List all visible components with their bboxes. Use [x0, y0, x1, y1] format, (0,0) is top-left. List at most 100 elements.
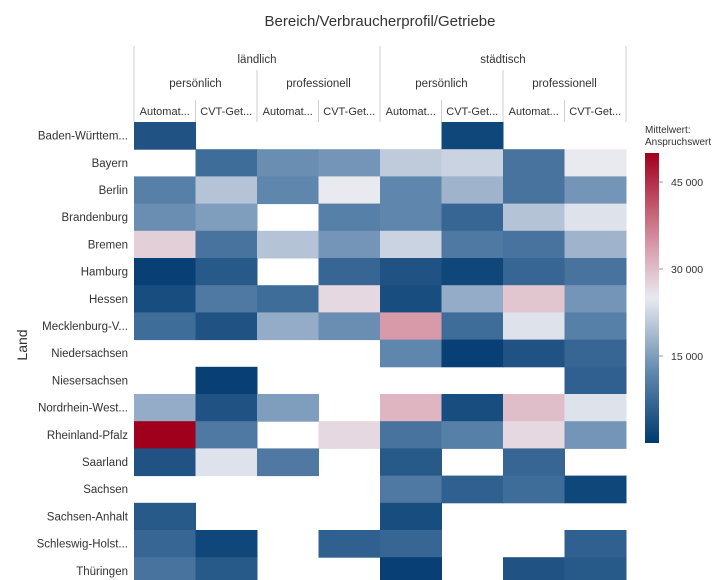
- legend-ticks: 15 000 30 000 45 000: [659, 177, 703, 363]
- heatmap-cell: [503, 448, 565, 477]
- heatmap-cell: [134, 530, 196, 558]
- row-label: Brandenburg: [62, 212, 129, 224]
- heatmap-cell: [441, 475, 504, 504]
- row-label: Saarland: [82, 457, 128, 469]
- heatmap-cell: [503, 230, 565, 259]
- heatmap-cell: [134, 203, 196, 232]
- heatmap-cell: [441, 258, 504, 286]
- heatmap-cell: [564, 530, 627, 558]
- profil-header: persönlich: [415, 78, 467, 90]
- heatmap-cell: [564, 339, 627, 368]
- heatmap-cell: [380, 258, 442, 286]
- heatmap-cell: [257, 176, 319, 205]
- heatmap-cell: [564, 176, 627, 205]
- heatmap-cell: [564, 475, 627, 504]
- heatmap-cell: [380, 312, 442, 341]
- heatmap-cell: [564, 230, 627, 259]
- row-label: Mecklenburg-V...: [42, 321, 128, 333]
- bereich-header: städtisch: [480, 54, 525, 66]
- row-label: Niedersachsen: [51, 348, 128, 360]
- heatmap-cell: [380, 394, 442, 422]
- row-label: Schleswig-Holst...: [37, 539, 128, 551]
- heatmap-cell: [564, 149, 627, 177]
- row-label: Thüringen: [76, 566, 128, 578]
- profil-header: persönlich: [169, 78, 221, 90]
- heatmap-cell: [503, 149, 565, 177]
- y-axis-label: Land: [14, 329, 30, 360]
- chart-title: Bereich/Verbraucherprofil/Getriebe: [265, 13, 496, 30]
- heatmap-cell: [441, 230, 504, 259]
- heatmap-cell: [564, 394, 627, 422]
- heatmap-cell: [503, 339, 565, 368]
- legend-title-line1: Mittelwert:: [645, 125, 691, 136]
- heatmap-cell: [318, 203, 381, 232]
- heatmap-cell: [318, 230, 381, 259]
- heatmap-cell: [134, 557, 196, 580]
- getriebe-header: CVT-Get...: [446, 106, 498, 118]
- getriebe-header: Automat...: [386, 106, 436, 118]
- heatmap-cell: [380, 339, 442, 368]
- heatmap-cell: [503, 421, 565, 449]
- row-label: Nordrhein-West...: [38, 403, 128, 415]
- heatmap-cell: [134, 312, 196, 341]
- legend-title-line2: Anspruchswert: [645, 137, 711, 148]
- heatmap-cell: [195, 394, 258, 422]
- heatmap-cells: [134, 122, 627, 580]
- heatmap-cell: [441, 394, 504, 422]
- heatmap-cell: [134, 394, 196, 422]
- heatmap-cell: [380, 530, 442, 558]
- heatmap-cell: [564, 258, 627, 286]
- heatmap-cell: [134, 122, 196, 150]
- heatmap-cell: [380, 557, 442, 580]
- heatmap-cell: [503, 475, 565, 504]
- row-label: Sachsen: [83, 484, 128, 496]
- row-label: Rheinland-Pfalz: [47, 430, 128, 442]
- heatmap-cell: [380, 149, 442, 177]
- heatmap-cell: [318, 258, 381, 286]
- heatmap-cell: [441, 176, 504, 205]
- heatmap-cell: [134, 176, 196, 205]
- heatmap-cell: [195, 366, 258, 395]
- heatmap-cell: [318, 176, 381, 205]
- heatmap-cell: [318, 421, 381, 449]
- legend-tick-label: 15 000: [671, 351, 703, 363]
- heatmap-cell: [441, 312, 504, 341]
- row-label: Hessen: [89, 294, 128, 306]
- heatmap-cell: [564, 421, 627, 449]
- heatmap-cell: [503, 312, 565, 341]
- heatmap-cell: [441, 285, 504, 313]
- heatmap-cell: [257, 394, 319, 422]
- heatmap-cell: [380, 230, 442, 259]
- row-label: Baden-Württem...: [38, 131, 128, 143]
- heatmap-cell: [564, 285, 627, 313]
- heatmap-cell: [195, 258, 258, 286]
- heatmap-cell: [195, 285, 258, 313]
- getriebe-header: CVT-Get...: [200, 106, 252, 118]
- profil-header: professionell: [286, 78, 351, 90]
- row-label: Hamburg: [81, 267, 128, 279]
- heatmap-cell: [318, 312, 381, 341]
- heatmap-cell: [134, 258, 196, 286]
- row-label: Berlin: [99, 185, 128, 197]
- profil-header: professionell: [532, 78, 597, 90]
- heatmap-cell: [134, 502, 196, 531]
- heatmap-cell: [503, 394, 565, 422]
- heatmap-cell: [380, 176, 442, 205]
- heatmap-cell: [441, 122, 504, 150]
- heatmap-cell: [503, 557, 565, 580]
- heatmap-cell: [318, 530, 381, 558]
- getriebe-header: Automat...: [263, 106, 313, 118]
- heatmap-cell: [380, 203, 442, 232]
- heatmap-cell: [257, 448, 319, 477]
- row-label: Bayern: [92, 158, 128, 170]
- heatmap-cell: [503, 176, 565, 205]
- heatmap-cell: [195, 149, 258, 177]
- bereich-header: ländlich: [238, 54, 277, 66]
- heatmap-cell: [318, 285, 381, 313]
- heatmap-cell: [134, 421, 196, 449]
- heatmap-cell: [257, 149, 319, 177]
- heatmap-cell: [380, 421, 442, 449]
- heatmap-cell: [318, 149, 381, 177]
- heatmap-cell: [441, 339, 504, 368]
